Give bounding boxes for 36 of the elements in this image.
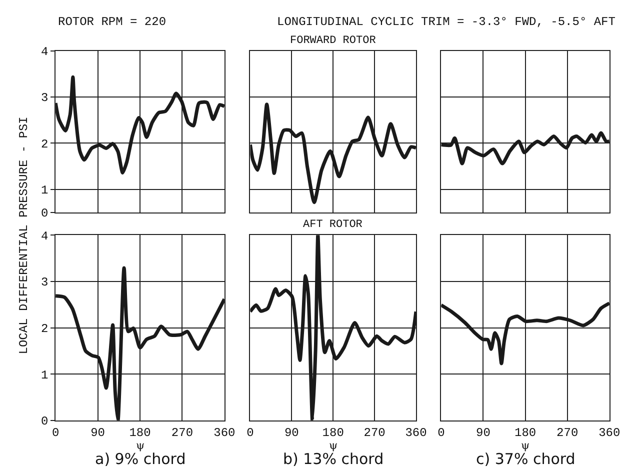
- x-tick-label: 360: [598, 426, 620, 440]
- y-tick-label: 0: [40, 414, 48, 429]
- y-tick-label: 3: [40, 91, 48, 106]
- x-tick-label: 270: [171, 426, 194, 440]
- text: ROTOR RPM = 220: [58, 15, 166, 29]
- y-axis-title: LOCAL DIFFERENTIAL PRESSURE - PSI: [17, 116, 32, 354]
- y-tick-label: 1: [40, 184, 48, 198]
- x-axis-title: ψ: [136, 439, 145, 452]
- text: LONGITUDINAL CYCLIC TRIM = -3.3° FWD, -5.5° AFT: [277, 15, 616, 29]
- x-tick-label: 180: [514, 426, 536, 440]
- x-tick-label: 180: [129, 426, 151, 440]
- y-tick-label: 2: [40, 322, 48, 336]
- text: b) 13% chord: [283, 450, 384, 468]
- x-tick-label: 180: [322, 426, 344, 440]
- y-tick-label: 4: [40, 229, 48, 244]
- x-tick-label: 360: [214, 426, 236, 440]
- x-axis-title: ψ: [521, 439, 530, 452]
- text: c) 37% chord: [476, 450, 576, 468]
- chart-title: AFT ROTOR: [303, 219, 363, 231]
- x-tick-label: 90: [476, 426, 490, 440]
- y-tick-label: 0: [40, 206, 48, 221]
- y-tick-label: 2: [40, 137, 48, 152]
- text: a) 9% chord: [95, 450, 186, 468]
- x-tick-label: 360: [405, 426, 427, 440]
- x-tick-label: 90: [284, 426, 299, 440]
- x-tick-label: 0: [246, 426, 254, 440]
- x-tick-label: 270: [556, 426, 578, 440]
- chart-title: FORWARD ROTOR: [290, 35, 376, 47]
- x-tick-label: 270: [364, 426, 386, 440]
- y-tick-label: 4: [40, 45, 48, 60]
- y-tick-label: 3: [40, 276, 48, 290]
- x-tick-label: 0: [52, 426, 60, 440]
- x-axis-title: ψ: [329, 439, 338, 452]
- y-tick-label: 1: [40, 368, 48, 382]
- x-tick-label: 90: [90, 426, 105, 440]
- x-tick-label: 0: [438, 426, 445, 440]
